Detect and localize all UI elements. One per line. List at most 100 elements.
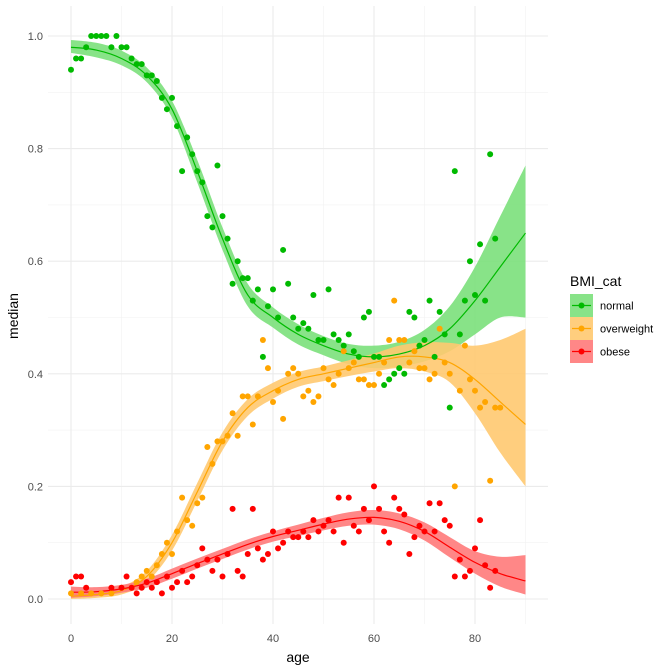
data-point-normal xyxy=(133,61,140,68)
data-point-normal xyxy=(204,213,211,220)
data-point-obese xyxy=(335,494,342,501)
data-point-overweight xyxy=(426,376,433,383)
data-point-obese xyxy=(254,545,261,552)
y-tick-label: 0.0 xyxy=(28,594,43,606)
data-point-obese xyxy=(300,528,307,535)
data-point-normal xyxy=(310,291,317,298)
legend-label-overweight: overweight xyxy=(600,324,653,336)
data-point-normal xyxy=(421,337,428,344)
data-point-normal xyxy=(381,382,388,389)
data-point-obese xyxy=(128,584,135,591)
data-point-obese xyxy=(184,579,191,586)
data-point-normal xyxy=(456,331,463,338)
data-point-obese xyxy=(123,573,130,580)
data-point-obese xyxy=(204,556,211,563)
data-point-obese xyxy=(416,522,423,529)
data-point-obese xyxy=(249,505,256,512)
data-point-normal xyxy=(143,72,150,79)
data-point-normal xyxy=(386,376,393,383)
legend-item-overweight: overweight xyxy=(570,317,653,340)
data-point-overweight xyxy=(381,359,388,366)
data-point-overweight xyxy=(148,573,155,580)
data-point-overweight xyxy=(68,590,74,597)
x-tick-label: 80 xyxy=(469,633,481,645)
data-point-obese xyxy=(179,567,186,574)
data-point-obese xyxy=(169,584,175,591)
data-point-overweight xyxy=(249,421,256,428)
data-point-obese xyxy=(421,528,428,535)
data-point-obese xyxy=(259,556,266,563)
data-point-overweight xyxy=(295,370,302,377)
data-point-normal xyxy=(189,151,196,158)
data-point-overweight xyxy=(396,337,403,344)
data-point-overweight xyxy=(108,590,115,597)
data-point-obese xyxy=(118,584,125,591)
data-point-obese xyxy=(401,511,408,518)
data-point-normal xyxy=(360,314,367,321)
data-point-overweight xyxy=(264,365,271,372)
legend: BMI_cat normal overweight obese xyxy=(570,273,653,363)
data-point-overweight xyxy=(436,325,443,332)
data-point-obese xyxy=(451,573,458,580)
data-point-overweight xyxy=(335,370,342,377)
data-point-obese xyxy=(133,590,140,597)
y-axis-title: median xyxy=(5,293,21,339)
data-point-normal xyxy=(365,308,372,315)
data-point-overweight xyxy=(386,337,393,344)
data-point-obese xyxy=(431,528,438,535)
data-point-normal xyxy=(128,55,135,62)
data-point-overweight xyxy=(330,382,337,389)
data-point-overweight xyxy=(497,404,504,411)
data-point-normal xyxy=(219,213,226,220)
data-point-normal xyxy=(254,286,261,293)
data-point-normal xyxy=(68,66,74,73)
data-point-overweight xyxy=(285,370,292,377)
data-point-normal xyxy=(209,224,216,231)
data-point-obese xyxy=(426,500,433,507)
data-point-overweight xyxy=(174,528,181,535)
data-point-obese xyxy=(355,528,362,535)
data-point-obese xyxy=(214,556,221,563)
data-point-overweight xyxy=(163,539,170,546)
data-point-obese xyxy=(365,517,372,524)
data-point-obese xyxy=(234,567,241,574)
data-point-normal xyxy=(199,179,206,186)
data-point-obese xyxy=(83,584,90,591)
legend-item-normal: normal xyxy=(570,294,634,317)
data-point-obese xyxy=(376,505,383,512)
data-point-overweight xyxy=(244,393,251,400)
x-axis: 0 20 40 60 80 xyxy=(68,633,481,645)
data-point-normal xyxy=(472,291,478,298)
y-tick-label: 0.6 xyxy=(28,256,43,268)
data-point-overweight xyxy=(355,376,362,383)
data-point-overweight xyxy=(477,404,484,411)
data-point-obese xyxy=(315,528,322,535)
data-point-overweight xyxy=(194,500,201,507)
data-point-normal xyxy=(492,235,499,242)
data-point-overweight xyxy=(416,365,423,372)
data-point-normal xyxy=(88,33,95,39)
data-point-normal xyxy=(431,353,438,360)
data-point-overweight xyxy=(482,398,489,405)
data-point-normal xyxy=(320,337,327,344)
data-point-obese xyxy=(174,579,181,586)
data-point-overweight xyxy=(138,573,145,580)
data-point-obese xyxy=(138,584,145,591)
data-point-overweight xyxy=(492,404,499,411)
data-point-normal xyxy=(158,94,165,101)
x-tick-label: 60 xyxy=(368,633,380,645)
data-point-obese xyxy=(275,545,282,552)
data-point-overweight xyxy=(270,398,276,405)
data-point-normal xyxy=(477,241,484,248)
data-point-overweight xyxy=(376,370,383,377)
x-tick-label: 40 xyxy=(267,633,279,645)
data-point-obese xyxy=(350,522,357,529)
data-point-obese xyxy=(436,500,443,507)
data-point-overweight xyxy=(133,579,140,586)
data-point-normal xyxy=(108,44,115,51)
data-point-overweight xyxy=(305,387,312,394)
data-point-obese xyxy=(108,584,115,591)
data-point-normal xyxy=(446,404,453,411)
legend-title: BMI_cat xyxy=(570,273,621,289)
data-point-normal xyxy=(103,33,110,39)
